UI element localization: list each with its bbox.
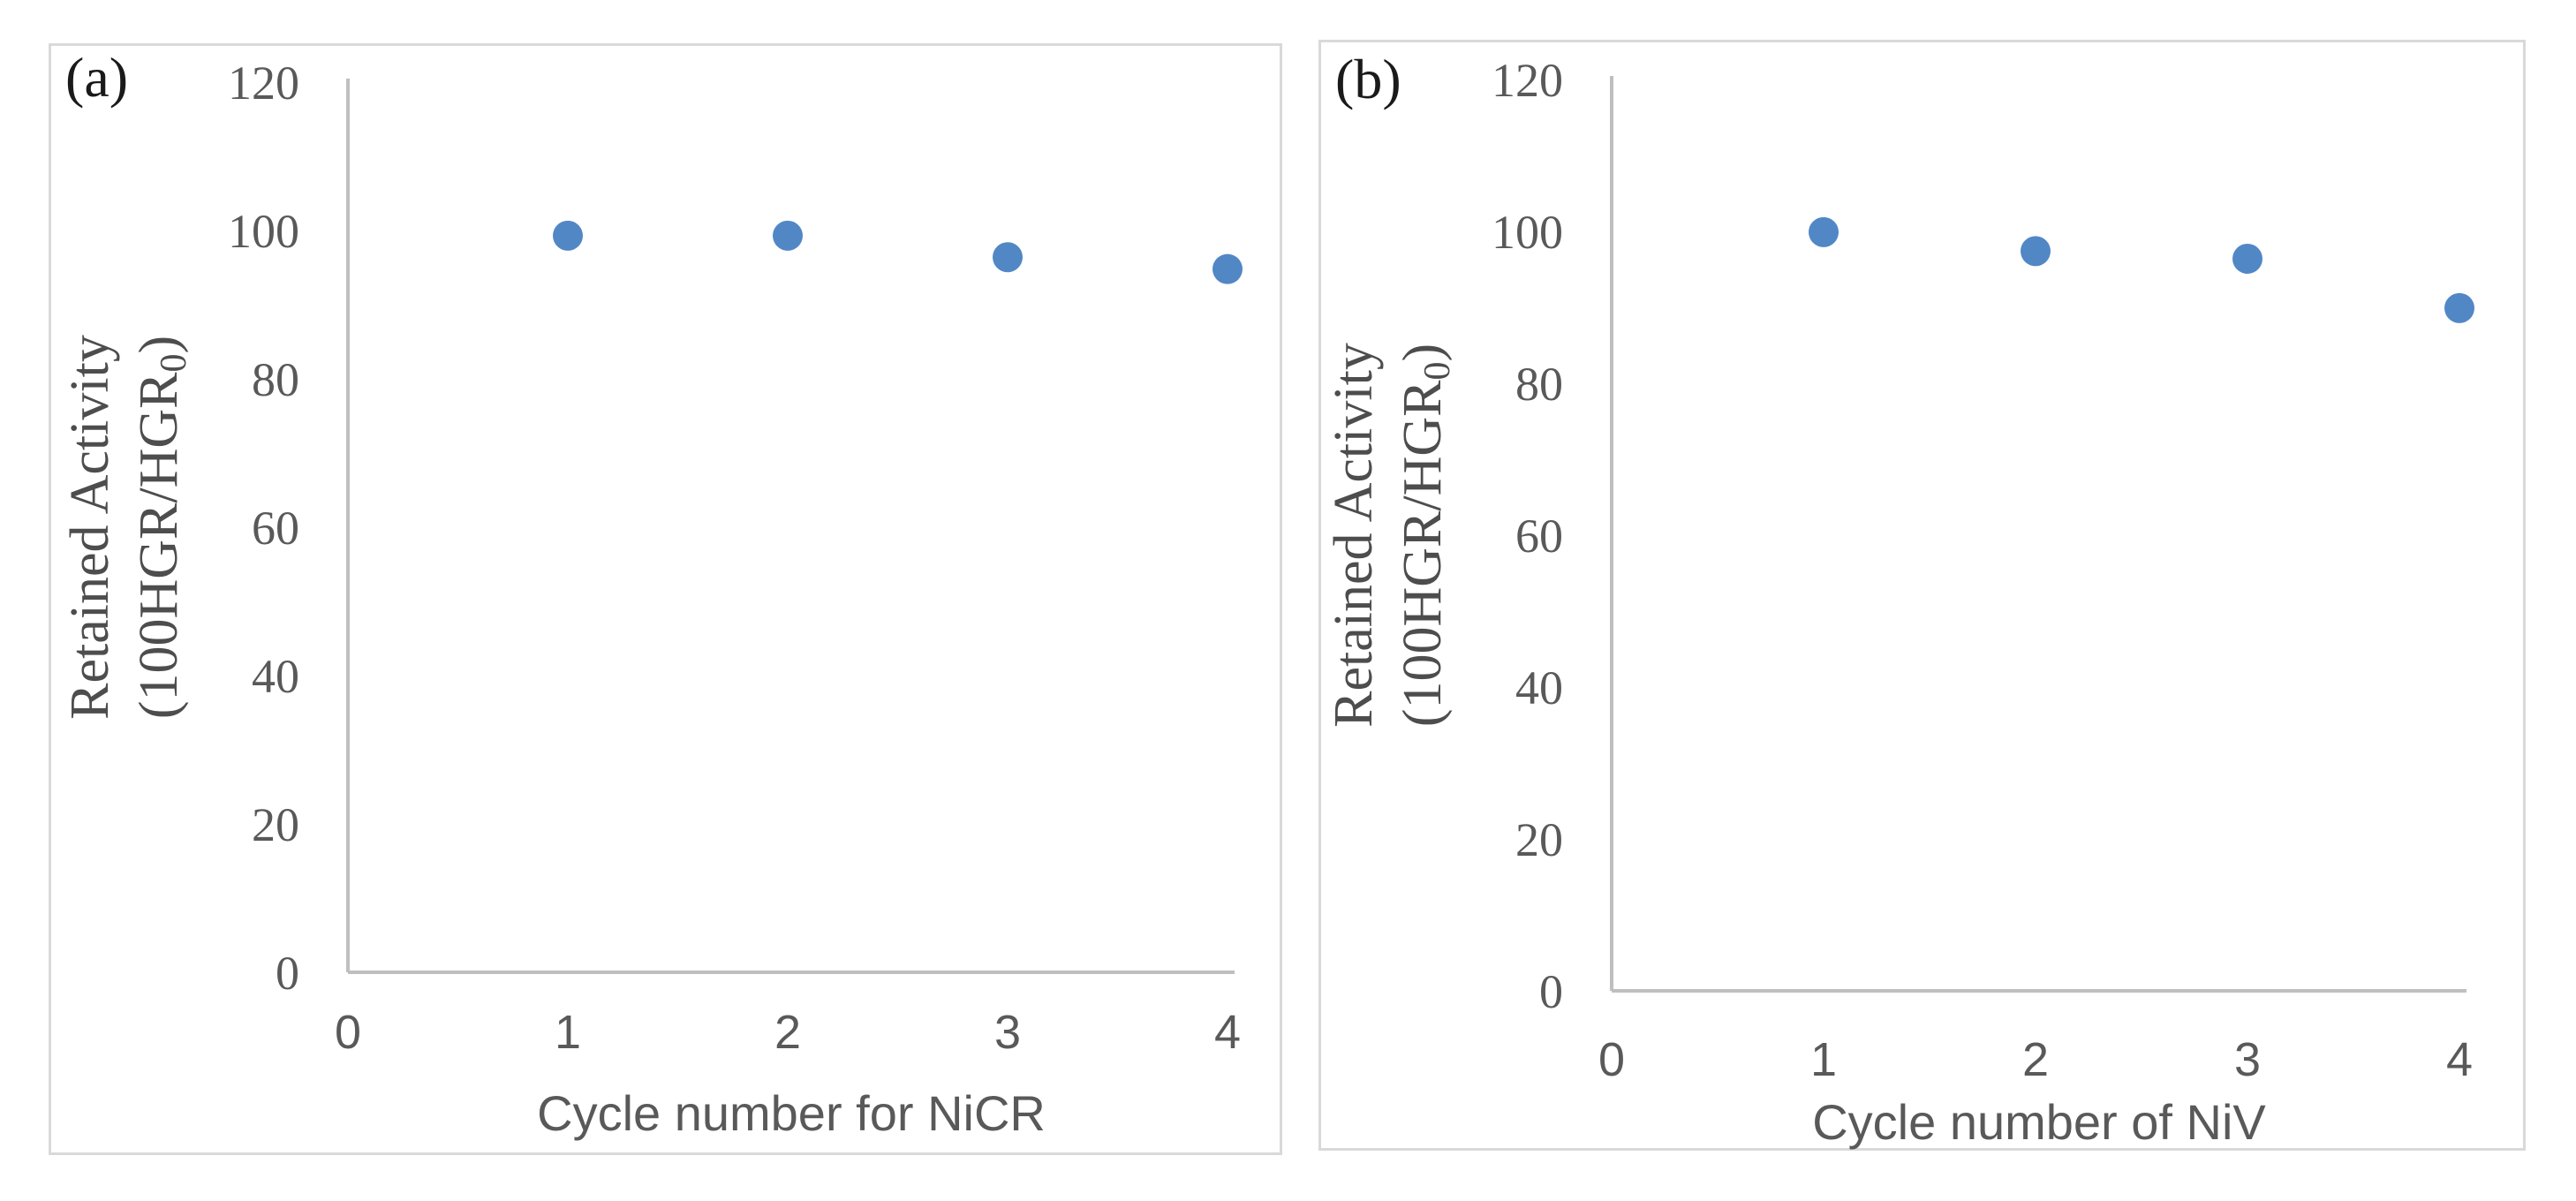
x-axis-title: Cycle number of NiV bbox=[1812, 1094, 2266, 1150]
y-axis-title-line1: Retained Activity bbox=[1324, 343, 1384, 728]
y-tick-label: 40 bbox=[252, 650, 299, 703]
panel-b-chart: 0 20 40 60 80 100 120 0 1 2 3 4 Cycle number of NiV R… bbox=[1324, 54, 2474, 1150]
y-axis-title-line1: Retained Activity bbox=[60, 335, 120, 720]
y-tick-label: 60 bbox=[252, 502, 299, 555]
x-tick-label: 2 bbox=[2022, 1033, 2049, 1086]
y-axis-title-line2: (100HGR/HGR0) bbox=[1393, 344, 1458, 727]
data-point bbox=[1809, 216, 1839, 247]
y-tick-label: 100 bbox=[1492, 206, 1563, 259]
data-point bbox=[2444, 292, 2474, 323]
data-point bbox=[773, 220, 803, 251]
x-tick-label: 0 bbox=[335, 1006, 361, 1059]
y-tick-label: 40 bbox=[1515, 661, 1563, 714]
x-tick-label: 4 bbox=[1214, 1006, 1241, 1059]
panel-b-label: (b) bbox=[1335, 48, 1401, 110]
y-tick-label: 80 bbox=[252, 353, 299, 406]
y-tick-label: 20 bbox=[1515, 813, 1563, 866]
y-tick-label: 60 bbox=[1515, 510, 1563, 563]
y-tick-label: 120 bbox=[1492, 54, 1563, 107]
data-point bbox=[1212, 253, 1243, 284]
x-tick-label: 1 bbox=[1810, 1033, 1837, 1086]
data-point bbox=[2021, 236, 2051, 267]
y-tick-label: 0 bbox=[1539, 965, 1563, 1018]
data-point bbox=[553, 220, 583, 251]
x-axis-title: Cycle number for NiCR bbox=[537, 1085, 1046, 1141]
data-point bbox=[993, 242, 1023, 273]
x-tick-label: 2 bbox=[774, 1006, 801, 1059]
panel-a-label: (a) bbox=[65, 46, 129, 109]
data-point bbox=[2232, 243, 2262, 274]
y-tick-label: 120 bbox=[228, 57, 299, 110]
y-tick-label: 80 bbox=[1515, 358, 1563, 411]
panel-b: (b) 0 20 40 60 80 100 120 0 1 2 3 4 Cycle number of … bbox=[1318, 40, 2526, 1151]
panel-a: (a) 0 20 40 60 80 100 120 0 1 2 3 4 Cycle number for… bbox=[49, 43, 1282, 1155]
y-tick-label: 20 bbox=[252, 798, 299, 851]
panel-a-chart: 0 20 40 60 80 100 120 0 1 2 3 4 Cycle number for NiC… bbox=[60, 57, 1243, 1141]
x-tick-label: 3 bbox=[994, 1006, 1021, 1059]
x-tick-label: 1 bbox=[555, 1006, 581, 1059]
y-axis-title-line2: (100HGR/HGR0) bbox=[129, 336, 194, 719]
x-tick-label: 0 bbox=[1598, 1033, 1625, 1086]
x-tick-label: 4 bbox=[2446, 1033, 2473, 1086]
y-tick-label: 100 bbox=[228, 205, 299, 258]
y-tick-label: 0 bbox=[276, 947, 299, 1000]
x-tick-label: 3 bbox=[2234, 1033, 2261, 1086]
